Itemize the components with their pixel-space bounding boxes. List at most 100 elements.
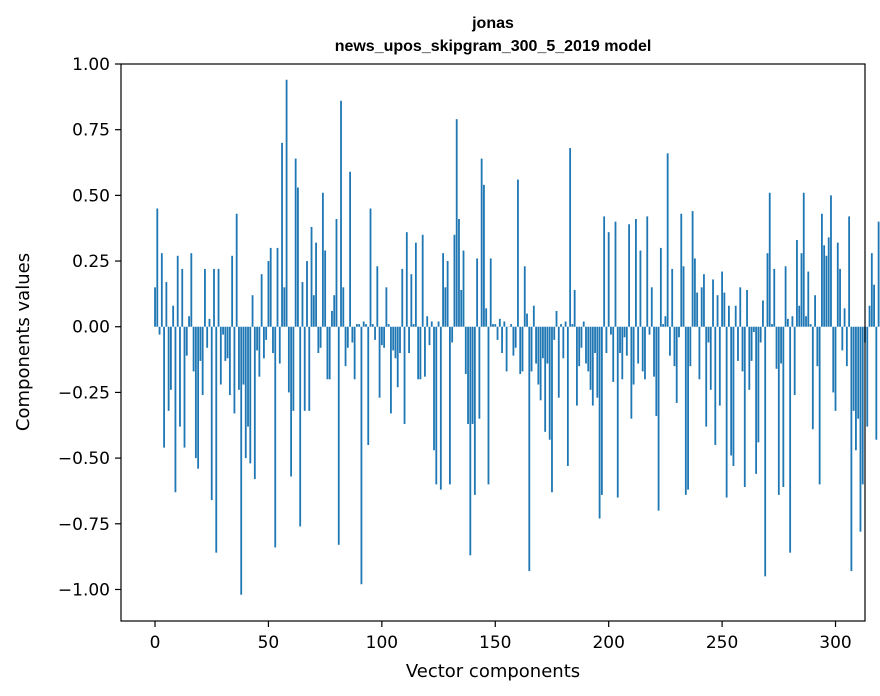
- bar-component-232: [680, 213, 683, 327]
- bar-component-283: [796, 240, 798, 327]
- bar-component-29: [219, 326, 222, 385]
- bar-component-31: [224, 326, 227, 361]
- bar-component-107: [396, 326, 399, 388]
- bar-component-268: [762, 300, 764, 327]
- bar-component-188: [580, 326, 583, 348]
- bar-component-72: [317, 326, 320, 354]
- bar-component-178: [557, 326, 560, 398]
- bar-component-191: [587, 326, 590, 372]
- bar-component-214: [639, 250, 642, 327]
- bar-component-210: [630, 326, 633, 419]
- bar-component-190: [585, 326, 587, 364]
- plot-frame: [120, 63, 866, 622]
- bar-component-87: [351, 326, 354, 343]
- bar-component-112: [408, 326, 410, 354]
- bar-component-310: [857, 326, 860, 419]
- bar-component-263: [750, 326, 753, 361]
- chart-title-line-2: news_upos_skipgram_300_5_2019 model: [335, 38, 652, 55]
- bar-component-292: [816, 326, 819, 367]
- bar-component-82: [340, 100, 342, 327]
- bar-component-184: [571, 324, 574, 327]
- bar-component-228: [671, 268, 674, 327]
- bar-component-223: [659, 247, 662, 327]
- bar-component-271: [768, 192, 771, 327]
- bar-component-102: [385, 287, 388, 327]
- bar-component-5: [165, 282, 168, 327]
- bar-component-17: [192, 326, 195, 372]
- bar-component-276: [780, 326, 782, 364]
- bar-component-193: [591, 326, 594, 406]
- bar-component-125: [437, 321, 440, 327]
- bar-component-231: [678, 326, 680, 338]
- bar-component-113: [410, 274, 413, 327]
- bar-component-261: [746, 289, 748, 327]
- bar-component-177: [555, 310, 558, 327]
- bar-component-33: [228, 326, 231, 396]
- bar-component-96: [371, 324, 374, 327]
- bar-component-230: [675, 326, 678, 403]
- bar-component-138: [467, 326, 469, 424]
- bar-component-218: [648, 326, 651, 335]
- bar-component-85: [346, 326, 349, 348]
- bar-component-16: [190, 253, 193, 327]
- bar-component-234: [684, 326, 687, 495]
- bar-component-75: [324, 250, 327, 327]
- bar-component-308: [852, 326, 855, 411]
- x-axis-label: Vector components: [406, 661, 580, 682]
- bar-component-318: [875, 326, 878, 440]
- bar-component-245: [709, 326, 712, 390]
- bar-component-13: [183, 326, 186, 448]
- bar-component-106: [394, 326, 397, 359]
- bar-component-197: [600, 326, 603, 495]
- bar-component-120: [426, 316, 429, 327]
- bar-component-22: [204, 268, 206, 327]
- bar-component-229: [673, 326, 676, 367]
- bar-component-199: [605, 326, 608, 354]
- bar-component-155: [505, 326, 508, 372]
- bar-component-105: [392, 326, 395, 351]
- bar-component-265: [755, 326, 758, 474]
- bar-component-243: [705, 326, 708, 427]
- bar-component-233: [682, 266, 685, 327]
- bar-component-137: [464, 326, 467, 375]
- bar-component-288: [807, 271, 810, 327]
- bar-component-0: [154, 287, 156, 327]
- bar-component-103: [387, 324, 390, 327]
- bar-component-32: [226, 326, 229, 359]
- bar-component-237: [691, 211, 694, 327]
- bar-component-294: [821, 213, 823, 327]
- bar-component-153: [501, 326, 503, 354]
- bar-component-247: [714, 326, 717, 445]
- bar-component-291: [814, 295, 816, 327]
- x-tick-label: 300: [819, 633, 851, 653]
- bar-component-6: [167, 326, 170, 411]
- bar-component-301: [836, 242, 839, 327]
- bar-component-53: [274, 326, 277, 548]
- bar-component-145: [483, 184, 485, 327]
- bar-component-98: [376, 266, 379, 327]
- bar-component-115: [414, 242, 417, 327]
- bar-component-183: [569, 148, 572, 327]
- bar-component-259: [741, 326, 744, 372]
- bar-component-159: [514, 326, 517, 348]
- bar-component-212: [635, 219, 637, 327]
- bar-component-305: [845, 326, 848, 367]
- bar-component-63: [297, 187, 299, 327]
- bar-component-220: [653, 326, 655, 377]
- bar-component-171: [542, 326, 544, 359]
- bar-component-287: [805, 316, 807, 327]
- bar-component-93: [365, 324, 367, 327]
- x-tick-label: 0: [150, 633, 161, 653]
- bar-component-304: [843, 308, 846, 327]
- bar-component-27: [215, 326, 218, 553]
- bar-component-95: [369, 208, 372, 327]
- bar-component-161: [519, 326, 522, 375]
- y-tick-label: 0.00: [72, 318, 110, 338]
- bar-component-130: [449, 326, 451, 485]
- bar-component-227: [669, 326, 671, 356]
- bar-component-59: [287, 326, 290, 393]
- bar-component-236: [689, 326, 692, 367]
- bar-component-94: [367, 326, 370, 445]
- bar-component-256: [734, 305, 737, 327]
